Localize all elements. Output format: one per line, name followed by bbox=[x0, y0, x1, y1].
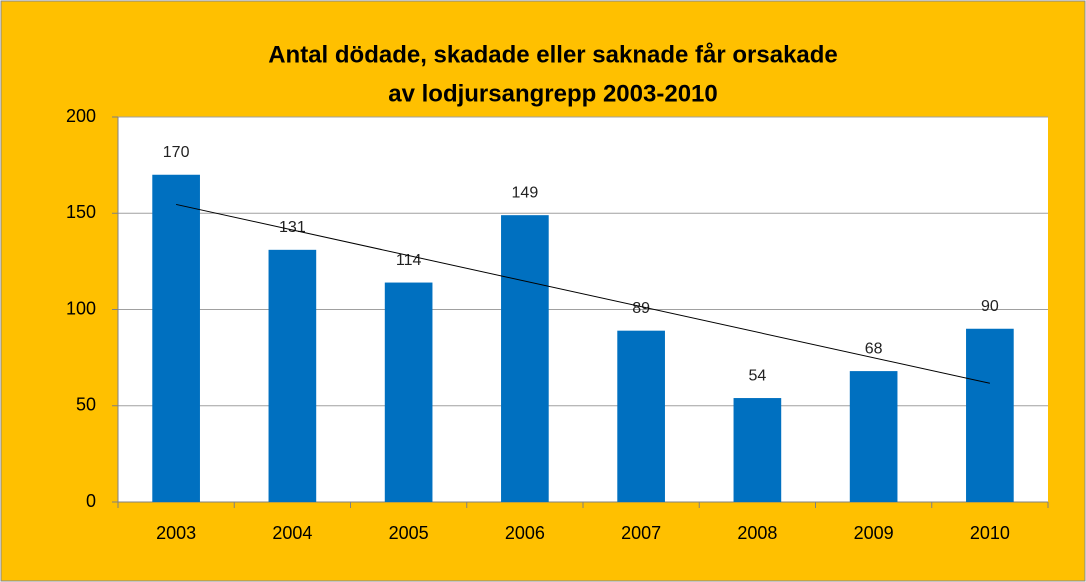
data-label: 89 bbox=[632, 300, 650, 317]
x-tick-label: 2004 bbox=[272, 523, 312, 543]
data-label: 90 bbox=[981, 298, 999, 315]
bar bbox=[617, 330, 665, 502]
chart-title: av lodjursangrepp 2003-2010 bbox=[388, 80, 717, 107]
x-tick-label: 2006 bbox=[505, 523, 545, 543]
trendline bbox=[176, 203, 990, 384]
data-label: 149 bbox=[512, 184, 539, 201]
data-label: 170 bbox=[163, 144, 190, 161]
bar bbox=[384, 282, 433, 502]
x-tick-label: 2005 bbox=[389, 523, 429, 543]
bar bbox=[501, 215, 549, 503]
y-tick-label: 200 bbox=[66, 106, 96, 126]
y-tick-label: 0 bbox=[86, 491, 96, 511]
bar bbox=[849, 371, 898, 502]
x-tick-label: 2010 bbox=[970, 523, 1010, 543]
data-label: 68 bbox=[865, 340, 883, 357]
x-tick-label: 2009 bbox=[854, 523, 894, 543]
bar bbox=[268, 249, 317, 502]
data-label: 114 bbox=[396, 252, 422, 269]
x-tick-label: 2007 bbox=[621, 523, 661, 543]
y-tick-label: 150 bbox=[66, 202, 96, 222]
data-label: 54 bbox=[748, 367, 766, 384]
bar bbox=[152, 174, 200, 502]
y-tick-label: 100 bbox=[66, 298, 96, 318]
bar bbox=[966, 328, 1014, 502]
chart-title: Antal dödade, skadade eller saknade får … bbox=[268, 41, 838, 68]
x-tick-label: 2003 bbox=[156, 523, 196, 543]
bar bbox=[733, 398, 782, 502]
y-tick-label: 50 bbox=[76, 395, 96, 415]
x-tick-label: 2008 bbox=[737, 523, 777, 543]
